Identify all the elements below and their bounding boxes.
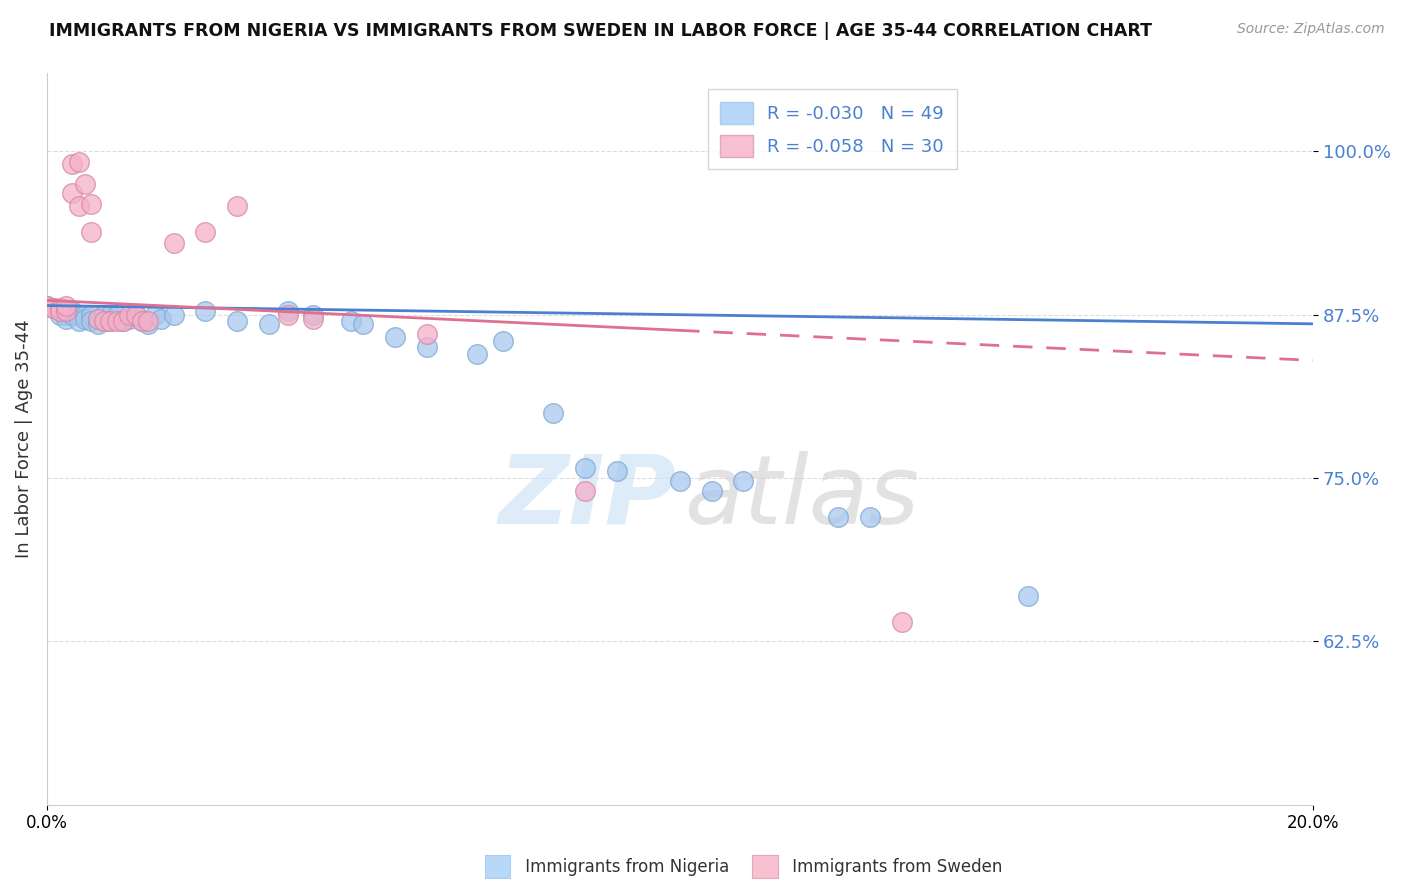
Point xyxy=(543,406,565,420)
Point xyxy=(105,308,128,322)
Point xyxy=(225,314,247,328)
Point xyxy=(276,308,298,322)
Point xyxy=(60,157,83,171)
Point xyxy=(194,226,217,240)
Point xyxy=(574,460,596,475)
Point xyxy=(384,330,406,344)
Point xyxy=(225,199,247,213)
Point xyxy=(48,303,70,318)
Point xyxy=(124,308,146,322)
Point xyxy=(353,317,375,331)
Point xyxy=(60,303,83,318)
Point xyxy=(35,299,58,313)
Point xyxy=(98,308,121,322)
Point xyxy=(42,301,65,315)
Point xyxy=(136,317,159,331)
Point xyxy=(55,311,77,326)
Point xyxy=(276,303,298,318)
Point xyxy=(162,308,184,322)
Point xyxy=(136,314,159,328)
Point xyxy=(98,314,121,328)
Point xyxy=(55,299,77,313)
Point xyxy=(80,308,103,322)
Point xyxy=(827,510,849,524)
Point xyxy=(98,314,121,328)
Point xyxy=(492,334,515,348)
Point xyxy=(80,226,103,240)
Point xyxy=(416,340,439,354)
Point xyxy=(574,484,596,499)
Point xyxy=(86,317,108,331)
Point xyxy=(67,199,90,213)
Point xyxy=(143,308,166,322)
Point xyxy=(700,484,723,499)
Point xyxy=(86,311,108,326)
Point xyxy=(48,308,70,322)
Point xyxy=(467,347,489,361)
Point xyxy=(35,299,58,313)
Point xyxy=(194,303,217,318)
Point xyxy=(93,314,115,328)
Point xyxy=(80,196,103,211)
Point xyxy=(42,301,65,315)
Point xyxy=(67,308,90,322)
Point xyxy=(859,510,882,524)
Point xyxy=(131,314,153,328)
Point xyxy=(73,177,96,191)
Point xyxy=(67,314,90,328)
Point xyxy=(60,186,83,201)
Point xyxy=(118,308,141,322)
Point xyxy=(606,465,628,479)
Point xyxy=(111,314,134,328)
Y-axis label: In Labor Force | Age 35-44: In Labor Force | Age 35-44 xyxy=(15,319,32,558)
Point xyxy=(124,308,146,322)
Text: atlas: atlas xyxy=(683,450,920,544)
Point xyxy=(257,317,280,331)
Point xyxy=(301,308,323,322)
Point xyxy=(340,314,363,328)
Point xyxy=(60,308,83,322)
Text: ZIP: ZIP xyxy=(498,450,676,544)
Point xyxy=(1017,589,1039,603)
Point xyxy=(48,301,70,315)
Point xyxy=(93,308,115,322)
Point xyxy=(93,314,115,328)
Text: Immigrants from Sweden: Immigrants from Sweden xyxy=(766,858,1002,876)
Point xyxy=(67,154,90,169)
Point xyxy=(118,311,141,326)
Point xyxy=(733,474,755,488)
Point xyxy=(669,474,692,488)
Point xyxy=(105,314,128,328)
Legend: R = -0.030   N = 49, R = -0.058   N = 30: R = -0.030 N = 49, R = -0.058 N = 30 xyxy=(707,89,956,169)
Text: Source: ZipAtlas.com: Source: ZipAtlas.com xyxy=(1237,22,1385,37)
Point xyxy=(149,311,172,326)
Point xyxy=(301,311,323,326)
Point xyxy=(162,235,184,250)
Point xyxy=(80,314,103,328)
Point xyxy=(416,327,439,342)
Point xyxy=(111,314,134,328)
Text: Immigrants from Nigeria: Immigrants from Nigeria xyxy=(499,858,730,876)
Point xyxy=(55,308,77,322)
Point xyxy=(55,303,77,318)
Point xyxy=(890,615,912,629)
Point xyxy=(131,314,153,328)
Text: IMMIGRANTS FROM NIGERIA VS IMMIGRANTS FROM SWEDEN IN LABOR FORCE | AGE 35-44 COR: IMMIGRANTS FROM NIGERIA VS IMMIGRANTS FR… xyxy=(49,22,1152,40)
Point xyxy=(86,311,108,326)
Point xyxy=(48,303,70,318)
Point xyxy=(73,311,96,326)
Point xyxy=(73,308,96,322)
